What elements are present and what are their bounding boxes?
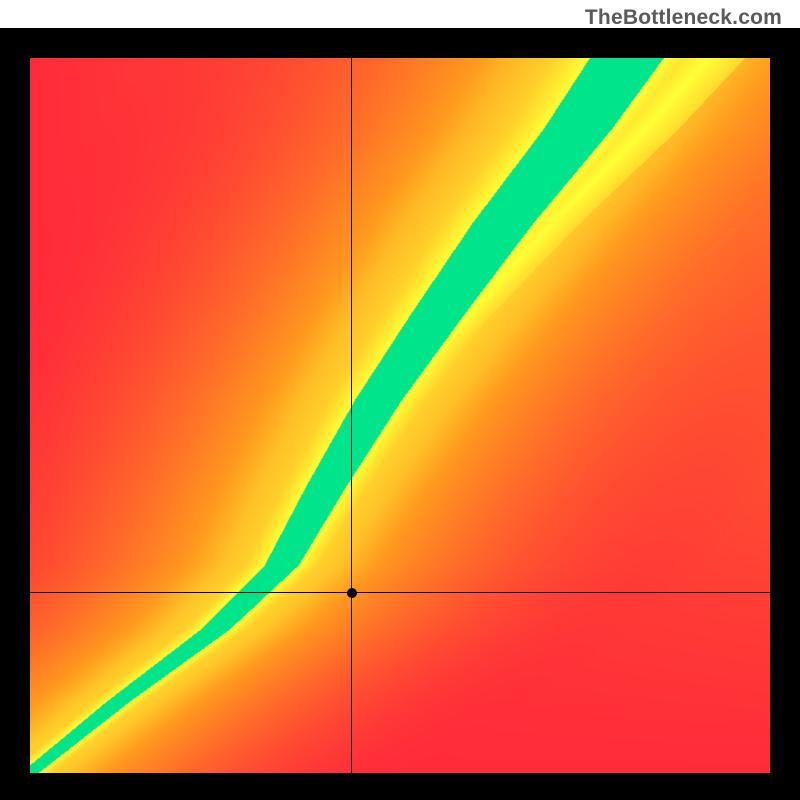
plot-area [30,58,770,773]
crosshair-horizontal [30,592,770,593]
crosshair-vertical [351,58,352,773]
watermark-text: TheBottleneck.com [585,6,782,30]
selected-point-marker [347,588,357,598]
heatmap-canvas [30,58,770,773]
